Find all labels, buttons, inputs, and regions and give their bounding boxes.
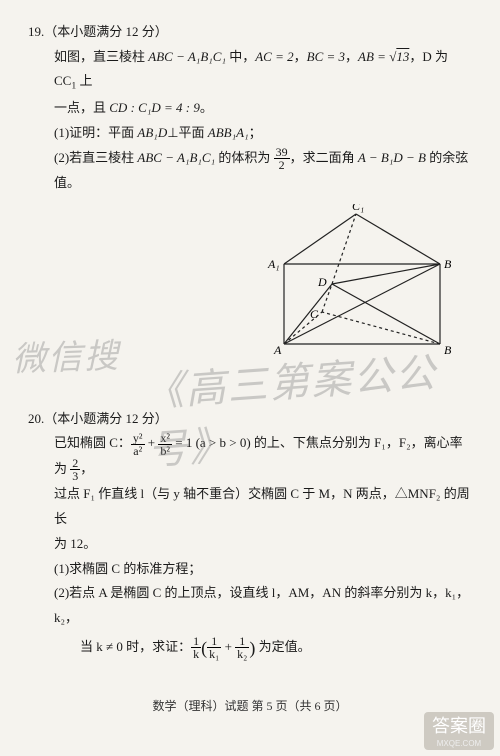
f3: 1k₂ [235, 635, 249, 660]
prism-diagram: A B C A₁ B₁ C₁ D [252, 204, 452, 354]
sqrt-val: 13 [396, 49, 409, 64]
p19-body: 如图，直三棱柱 ABC − A₁B₁C₁ 中，AC = 2，BC = 3，AB … [28, 45, 472, 196]
txt: (2)若直三棱柱 [54, 150, 137, 165]
txt: ⊥平面 [167, 125, 208, 140]
prism: ABC − A₁B₁C₁ [148, 49, 226, 64]
p20-line3: 为 12。 [54, 532, 472, 557]
svg-text:B₁: B₁ [444, 257, 452, 271]
txt: ， [80, 461, 93, 476]
p20-part2a: (2)若点 A 是椭圆 C 的上顶点，设直线 l，AM，AN 的斜率分别为 k，… [54, 581, 472, 630]
ecc-d: 3 [70, 470, 80, 482]
p20-part2b: 当 k ≠ 0 时，求证：1k(1k₁ + 1k₂) 为定值。 [54, 631, 472, 665]
txt: 上 [76, 73, 92, 88]
txt: ，求二面角 [290, 150, 358, 165]
badge-main: 答案圈 [432, 716, 486, 736]
txt: 。 [200, 100, 213, 115]
p19-line1: 如图，直三棱柱 ABC − A₁B₁C₁ 中，AC = 2，BC = 3，AB … [54, 45, 472, 97]
d3: k₂ [235, 648, 249, 660]
problem-19: 19.（本小题满分 12 分） 如图，直三棱柱 ABC − A₁B₁C₁ 中，A… [28, 20, 472, 196]
bc: BC = 3 [307, 49, 345, 64]
svg-text:D: D [317, 275, 327, 289]
p20-line1: 已知椭圆 C：y²a² + x²b² = 1 (a > b > 0) 的上、下焦… [54, 431, 472, 482]
p19-diagram-wrap: A B C A₁ B₁ C₁ D [28, 204, 472, 363]
vol-d: 2 [274, 159, 290, 171]
ab: AB = √13 [358, 49, 409, 64]
plane2: ABB₁A₁ [208, 125, 249, 140]
ab-eq: AB = [358, 49, 389, 64]
exam-page: 19.（本小题满分 12 分） 如图，直三棱柱 ABC − A₁B₁C₁ 中，A… [0, 0, 500, 738]
ac: AC = 2 [255, 49, 293, 64]
txt: 当 k ≠ 0 时，求证： [80, 639, 191, 654]
p19-line2: 一点，且 CD : C₁D = 4 : 9。 [54, 96, 472, 121]
p20-header: 20.（本小题满分 12 分） [28, 407, 472, 432]
svg-text:C: C [310, 307, 319, 321]
d2: k₁ [207, 648, 221, 660]
y2: y² [131, 432, 145, 445]
x2: x² [158, 432, 172, 445]
svg-text:B: B [444, 343, 452, 354]
txt: ， [345, 49, 358, 64]
plus2: + [221, 639, 235, 654]
plane1: AB₁D [137, 125, 167, 140]
dihedral: A − B₁D − B [358, 150, 426, 165]
txt: ， [294, 49, 307, 64]
ecc: 23 [70, 457, 80, 482]
svg-text:C₁: C₁ [352, 204, 364, 213]
y2a2: y²a² [131, 432, 145, 457]
corner-badge: 答案圈 MXQE.COM [424, 712, 494, 750]
svg-text:A₁: A₁ [267, 257, 280, 271]
prism2: ABC − A₁B₁C₁ [137, 150, 215, 165]
ratio: CD : C₁D = 4 : 9 [109, 100, 200, 115]
problem-20: 20.（本小题满分 12 分） 已知椭圆 C：y²a² + x²b² = 1 (… [28, 407, 472, 665]
txt: 中， [226, 49, 255, 64]
p20-line2: 过点 F₁ 作直线 l（与 y 轴不重合）交椭圆 C 于 M，N 两点，△MNF… [54, 482, 472, 531]
p19-header: 19.（本小题满分 12 分） [28, 20, 472, 45]
p20-part1: (1)求椭圆 C 的标准方程； [54, 557, 472, 582]
spacer [28, 381, 472, 407]
txt: 已知椭圆 C： [54, 435, 131, 450]
vol-frac: 392 [274, 146, 290, 171]
txt: 一点，且 [54, 100, 109, 115]
txt: 如图，直三棱柱 [54, 49, 148, 64]
badge-sub: MXQE.COM [424, 740, 494, 748]
a2: a² [131, 445, 145, 457]
txt: 为定值。 [255, 639, 310, 654]
f1: 1k [191, 635, 201, 660]
x2b2: x²b² [158, 432, 172, 457]
p20-body: 已知椭圆 C：y²a² + x²b² = 1 (a > b > 0) 的上、下焦… [28, 431, 472, 664]
f2: 1k₁ [207, 635, 221, 660]
p19-part2: (2)若直三棱柱 ABC − A₁B₁C₁ 的体积为 392，求二面角 A − … [54, 146, 472, 196]
plus: + [145, 435, 159, 450]
p19-part1: (1)证明：平面 AB₁D⊥平面 ABB₁A₁； [54, 121, 472, 146]
txt: (1)证明：平面 [54, 125, 137, 140]
txt: ； [249, 125, 262, 140]
d1: k [191, 648, 201, 660]
txt: 的体积为 [215, 150, 274, 165]
page-footer: 数学（理科）试题 第 5 页（共 6 页） [28, 695, 472, 718]
b2: b² [158, 445, 172, 457]
svg-text:A: A [273, 343, 282, 354]
